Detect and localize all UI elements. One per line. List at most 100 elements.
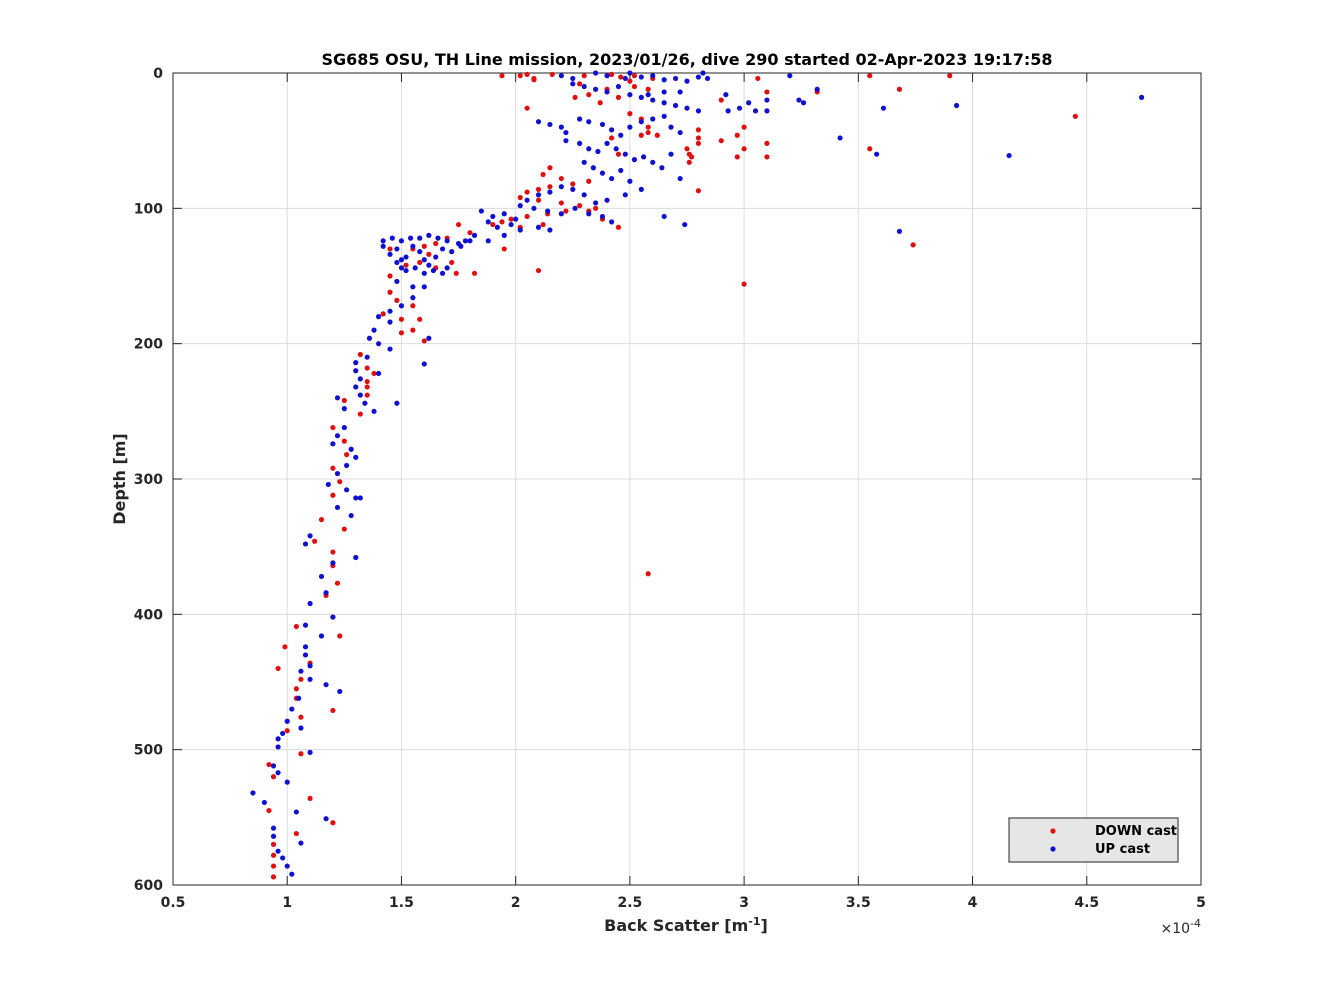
data-point bbox=[558, 200, 564, 206]
data-point bbox=[318, 633, 325, 639]
data-point bbox=[307, 676, 313, 682]
data-point bbox=[618, 132, 624, 138]
data-point bbox=[631, 83, 638, 90]
data-point bbox=[296, 695, 302, 701]
data-point bbox=[266, 761, 272, 768]
data-point bbox=[334, 395, 341, 401]
data-point bbox=[312, 538, 318, 544]
data-point bbox=[330, 441, 336, 447]
data-point bbox=[593, 205, 599, 211]
data-point bbox=[524, 189, 530, 195]
data-point bbox=[874, 151, 880, 157]
series-1 bbox=[250, 70, 1145, 877]
data-point bbox=[661, 89, 667, 95]
data-point bbox=[531, 75, 537, 82]
data-point bbox=[718, 97, 724, 103]
data-point bbox=[380, 243, 386, 249]
data-point bbox=[439, 246, 446, 252]
data-point bbox=[298, 668, 304, 674]
data-point bbox=[330, 707, 336, 714]
data-point bbox=[426, 251, 432, 257]
data-point bbox=[417, 259, 423, 266]
data-point bbox=[403, 267, 409, 274]
data-point bbox=[645, 86, 651, 92]
data-point bbox=[421, 338, 427, 344]
data-point bbox=[289, 706, 295, 712]
data-point bbox=[449, 249, 455, 255]
data-point bbox=[341, 438, 347, 444]
data-point bbox=[570, 186, 576, 192]
data-point bbox=[752, 108, 759, 114]
data-point bbox=[357, 495, 363, 501]
data-point bbox=[814, 86, 820, 92]
data-point bbox=[896, 86, 903, 92]
legend-label-down: DOWN cast bbox=[1095, 824, 1177, 839]
data-point bbox=[586, 178, 592, 184]
data-point bbox=[371, 327, 377, 333]
data-point bbox=[764, 140, 770, 146]
data-point bbox=[695, 188, 702, 194]
data-point bbox=[684, 105, 690, 111]
data-point bbox=[293, 623, 299, 630]
data-point bbox=[604, 73, 610, 79]
data-point bbox=[517, 203, 523, 209]
data-point bbox=[307, 795, 313, 801]
data-point bbox=[563, 138, 569, 144]
data-point bbox=[433, 254, 439, 260]
data-point bbox=[398, 330, 405, 336]
data-point bbox=[501, 246, 507, 252]
data-point bbox=[270, 863, 277, 869]
data-point bbox=[613, 146, 619, 152]
data-point bbox=[615, 151, 622, 157]
data-point bbox=[280, 855, 286, 861]
data-point bbox=[764, 154, 770, 160]
legend-box bbox=[1008, 817, 1179, 863]
data-point bbox=[572, 205, 578, 211]
data-point bbox=[547, 189, 553, 195]
data-point bbox=[353, 384, 359, 390]
data-point bbox=[513, 216, 519, 222]
data-point bbox=[270, 841, 277, 848]
data-point bbox=[645, 92, 651, 98]
data-point bbox=[622, 151, 628, 157]
data-point bbox=[455, 221, 462, 228]
data-point bbox=[250, 790, 256, 796]
data-point bbox=[330, 492, 336, 498]
data-point bbox=[478, 208, 484, 214]
data-point bbox=[433, 240, 439, 247]
data-point bbox=[627, 92, 633, 98]
data-point bbox=[298, 714, 304, 720]
data-point bbox=[677, 89, 683, 95]
data-point bbox=[330, 424, 336, 431]
data-point bbox=[837, 135, 843, 141]
data-point bbox=[736, 105, 743, 111]
data-point bbox=[618, 74, 624, 80]
data-point bbox=[524, 197, 530, 203]
data-point bbox=[410, 295, 416, 301]
legend-marker-up bbox=[1050, 846, 1056, 852]
data-point bbox=[435, 235, 441, 241]
data-point bbox=[540, 171, 546, 178]
data-point bbox=[764, 97, 770, 103]
data-point bbox=[638, 119, 644, 125]
data-point bbox=[353, 554, 359, 561]
data-point bbox=[353, 368, 359, 374]
data-point bbox=[734, 154, 740, 160]
data-point bbox=[604, 197, 610, 203]
data-point bbox=[682, 221, 688, 228]
data-point bbox=[563, 208, 569, 214]
data-point bbox=[334, 580, 341, 586]
data-point bbox=[867, 73, 873, 79]
data-point bbox=[398, 303, 405, 309]
data-point bbox=[796, 97, 802, 103]
data-point bbox=[430, 267, 437, 274]
data-point bbox=[650, 159, 656, 165]
data-point bbox=[586, 92, 592, 98]
data-point bbox=[323, 816, 329, 822]
data-point bbox=[357, 351, 363, 358]
data-point bbox=[387, 273, 393, 279]
data-point bbox=[581, 192, 587, 198]
data-point bbox=[467, 230, 473, 236]
data-point bbox=[599, 213, 606, 220]
data-point bbox=[659, 165, 665, 171]
